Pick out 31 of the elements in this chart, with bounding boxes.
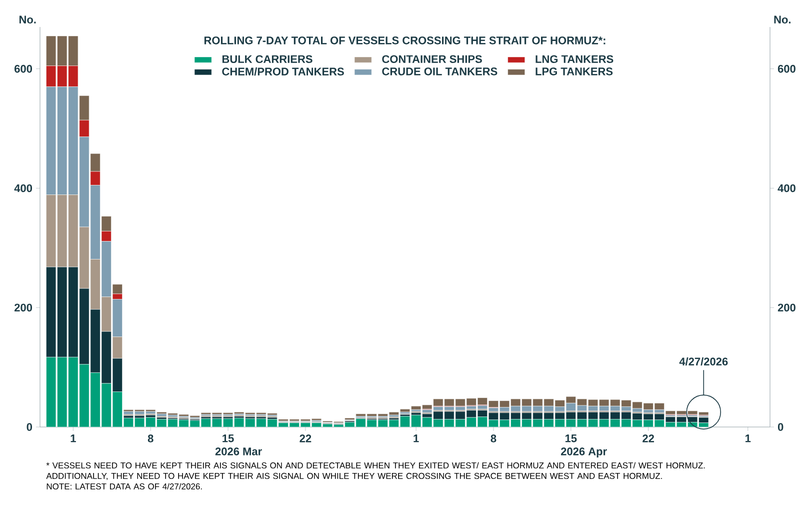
y-tick-label: 400 xyxy=(14,184,32,192)
x-tick-label: 8 xyxy=(148,434,154,442)
text: * VESSELS NEED TO HAVE KEPT THEIR AIS SIGNALS ON AND DETECTABLE WHEN THEY EXITED WEST/ EAST HORMUZ AND ENTERED EAST/ WEST HORMUZ. ADDITIONALLY, THEY NEED TO HAVE KEPT THEIR AIS SIGNAL ON WHILE THEY WERE CROSSING THE SPACE BETWEEN WEST AND EAST HORMUZ. xyxy=(46,462,705,480)
legend-label: LNG TANKERS xyxy=(536,55,614,63)
y-tick-label: 600 xyxy=(14,64,32,73)
legend-label: CRUDE OIL TANKERS xyxy=(382,68,498,76)
y-tick-label: 0 xyxy=(26,423,32,431)
x-tick-label: 1 xyxy=(414,434,419,442)
legend-label: LPG TANKERS xyxy=(536,68,613,76)
y2-tick-label: 200 xyxy=(778,304,796,312)
legend-label: CHEM/PROD TANKERS xyxy=(222,67,344,76)
x-tick-label: 8 xyxy=(490,434,496,442)
annotation: 4/27/2026 xyxy=(679,357,728,366)
x-tick-label: 22 xyxy=(300,434,312,442)
legend-label: CONTAINER SHIPS xyxy=(382,55,482,63)
x-tick-label: 15 xyxy=(222,434,234,442)
text: NOTE: LATEST DATA AS OF 4/27/2026. xyxy=(46,483,202,490)
x-tick-label: 15 xyxy=(565,434,577,442)
y2-tick-label: 0 xyxy=(778,423,784,431)
x-tick-label: 1 xyxy=(70,434,76,442)
text: 2026 Mar xyxy=(215,448,262,456)
y-axis-title: No. xyxy=(19,16,36,24)
legend-title: ROLLING 7-DAY TOTAL OF VESSELS CROSSING THE STRAIT OF HORMUZ*: xyxy=(204,36,606,44)
y2-axis-title: No. xyxy=(774,16,790,24)
text: 2026 Apr xyxy=(560,448,607,458)
y2-tick-label: 600 xyxy=(778,64,796,73)
y2-tick-label: 400 xyxy=(778,184,796,192)
legend-label: BULK CARRIERS xyxy=(222,55,312,63)
y-tick-label: 200 xyxy=(14,304,32,312)
x-tick-label: 22 xyxy=(642,434,654,442)
x-tick-label: 1 xyxy=(746,434,751,442)
